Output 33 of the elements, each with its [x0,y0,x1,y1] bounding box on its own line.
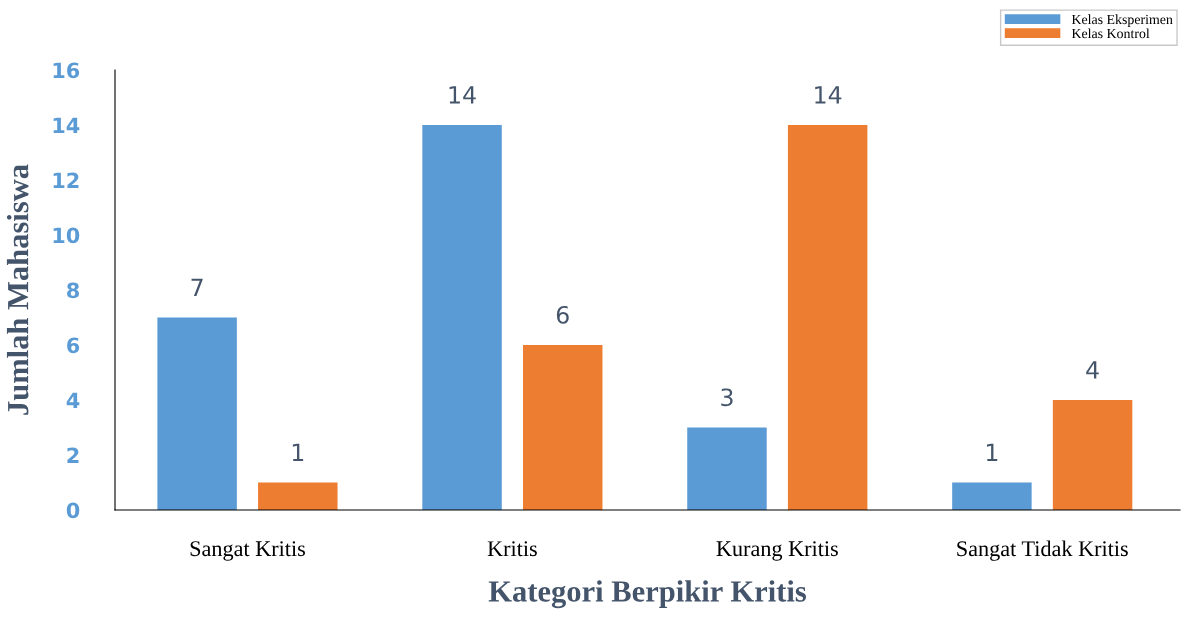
data-label: 4 [1086,361,1099,379]
x-axis-title: Kategori Berpikir Kritis [488,580,807,609]
x-tick-label: Sangat Kritis [190,541,305,561]
bar [422,125,502,510]
bar [258,482,338,510]
data-label: 14 [449,86,476,104]
bar [157,317,237,510]
bar [687,427,767,510]
x-tick-label: Kurang Kritis [716,541,838,561]
y-tick-label: 6 [67,337,80,354]
y-tick-label: 4 [66,392,80,408]
data-label: 14 [815,86,842,104]
data-label: 1 [292,443,304,461]
data-label: 1 [986,443,998,461]
y-tick-label: 14 [53,117,80,133]
bar [522,345,603,510]
y-tick-label: 8 [67,282,79,299]
y-tick-label: 16 [53,62,80,79]
bar [787,125,868,510]
y-tick-label: 10 [53,227,80,244]
y-tick-label: 12 [53,172,79,188]
y-tick-label: 2 [67,447,79,463]
bar [1052,400,1133,510]
data-label: 3 [721,388,733,407]
x-tick-label: Sangat Tidak Kritis [957,540,1128,561]
data-label: 6 [556,305,569,324]
legend-label: Kelas Kontrol [1071,28,1150,39]
y-tick-label: 0 [66,502,80,519]
x-tick-label: Kritis [487,541,537,557]
y-axis-title: Jumlah Mahasiswa [6,164,29,415]
data-label: 7 [191,278,203,296]
bar [952,482,1032,510]
legend-label: Kelas Eksperimen [1071,14,1173,27]
